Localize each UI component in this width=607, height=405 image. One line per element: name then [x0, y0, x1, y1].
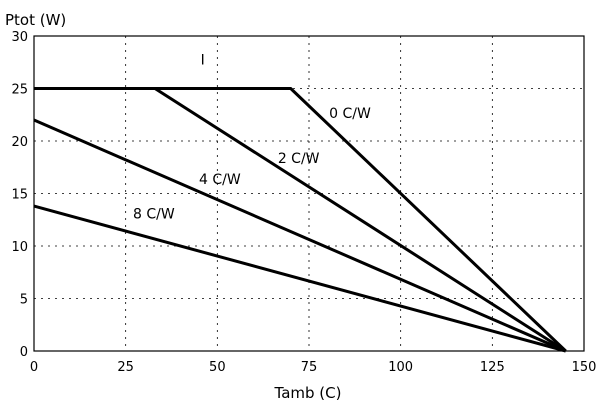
annotation-label: I [201, 52, 205, 68]
x-tick-label: 0 [30, 360, 38, 375]
x-tick-label: 125 [480, 360, 505, 375]
x-axis-title: Tamb (C) [274, 384, 342, 402]
series-label: 4 C/W [199, 172, 241, 188]
series-line [33, 204, 567, 353]
y-tick-label: 10 [11, 240, 28, 255]
series-label: 2 C/W [278, 151, 320, 167]
y-axis-title: Ptot (W) [5, 11, 66, 29]
y-tick-label: 5 [20, 293, 28, 308]
tick-labels: 0 25 50 75 100 125 150 0 5 10 15 20 25 30 [11, 30, 596, 375]
series-line [33, 118, 567, 353]
x-tick-label: 100 [388, 360, 413, 375]
plot-frame [33, 35, 585, 352]
series-line [34, 87, 567, 353]
x-tick-label: 25 [117, 360, 134, 375]
y-tick-label: 30 [11, 30, 28, 45]
series-label: 8 C/W [133, 207, 175, 223]
y-tick-label: 25 [11, 83, 28, 98]
y-tick-label: 20 [11, 135, 28, 150]
x-tick-label: 50 [209, 360, 226, 375]
series-labels: 0 C/W 2 C/W 4 C/W 8 C/W I [133, 52, 371, 222]
series-lines [33, 87, 567, 353]
series-line [34, 87, 567, 353]
y-tick-label: 0 [20, 345, 28, 360]
x-tick-label: 150 [572, 360, 597, 375]
grid [34, 36, 584, 351]
x-tick-label: 75 [301, 360, 318, 375]
y-tick-label: 15 [11, 188, 28, 203]
series-label: 0 C/W [329, 106, 371, 122]
